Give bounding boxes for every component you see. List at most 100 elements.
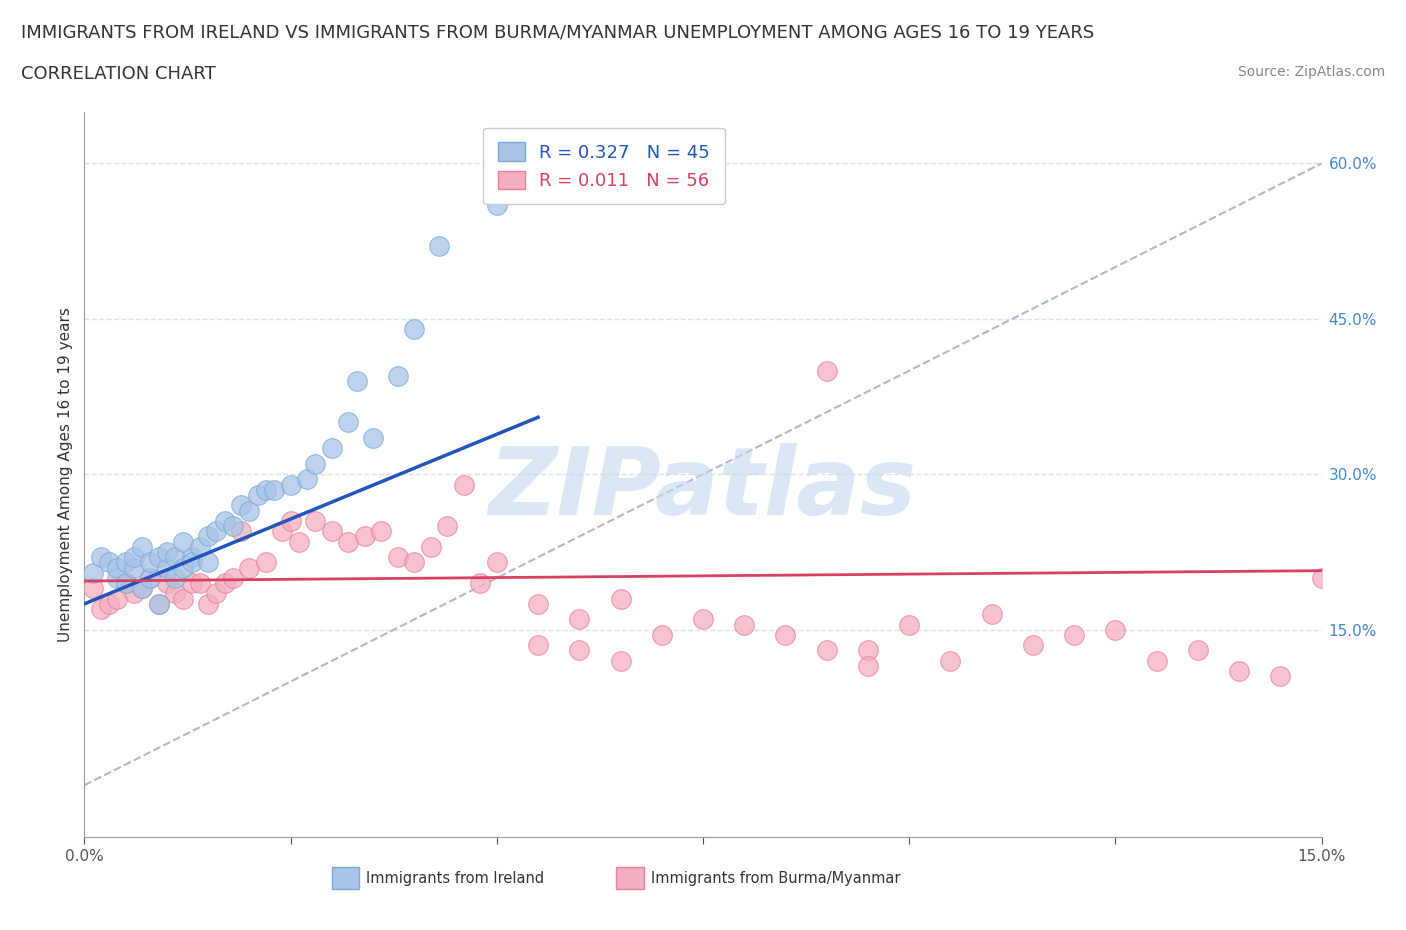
Point — [122, 560, 145, 575]
Point — [172, 534, 194, 549]
Point — [361, 431, 384, 445]
Point — [856, 658, 879, 673]
Point — [856, 643, 879, 658]
Point — [188, 576, 211, 591]
Point — [238, 503, 260, 518]
Point — [131, 581, 153, 596]
Point — [188, 539, 211, 554]
Point — [172, 591, 194, 606]
Point — [214, 576, 236, 591]
Text: Source: ZipAtlas.com: Source: ZipAtlas.com — [1237, 65, 1385, 79]
Text: ZIPatlas: ZIPatlas — [489, 443, 917, 535]
Point — [527, 596, 550, 611]
Point — [105, 560, 128, 575]
Point — [165, 570, 187, 585]
Point — [370, 524, 392, 538]
Point — [139, 570, 162, 585]
Point — [238, 560, 260, 575]
Point — [156, 545, 179, 560]
Point — [387, 368, 409, 383]
Point — [122, 586, 145, 601]
Point — [427, 239, 450, 254]
Point — [180, 550, 202, 565]
Point — [304, 457, 326, 472]
Point — [114, 576, 136, 591]
Point — [180, 576, 202, 591]
Text: CORRELATION CHART: CORRELATION CHART — [21, 65, 217, 83]
Point — [815, 364, 838, 379]
Point — [337, 534, 360, 549]
Point — [898, 618, 921, 632]
Point — [148, 596, 170, 611]
Point — [205, 524, 228, 538]
Point — [254, 555, 277, 570]
Point — [90, 550, 112, 565]
Y-axis label: Unemployment Among Ages 16 to 19 years: Unemployment Among Ages 16 to 19 years — [58, 307, 73, 642]
Point — [485, 555, 508, 570]
Point — [156, 560, 179, 575]
Point — [222, 519, 245, 534]
Point — [980, 606, 1002, 621]
Text: Immigrants from Ireland: Immigrants from Ireland — [367, 870, 544, 886]
Point — [353, 529, 375, 544]
Point — [288, 534, 311, 549]
Point — [304, 513, 326, 528]
Point — [295, 472, 318, 487]
Point — [139, 570, 162, 585]
Point — [98, 596, 121, 611]
Point — [939, 654, 962, 669]
Point — [733, 618, 755, 632]
Point — [263, 483, 285, 498]
Point — [387, 550, 409, 565]
Point — [105, 570, 128, 585]
Point — [156, 576, 179, 591]
Point — [197, 529, 219, 544]
Legend: R = 0.327   N = 45, R = 0.011   N = 56: R = 0.327 N = 45, R = 0.011 N = 56 — [484, 128, 724, 205]
Bar — [616, 868, 644, 889]
Point — [148, 550, 170, 565]
Point — [229, 524, 252, 538]
Point — [609, 591, 631, 606]
Point — [775, 628, 797, 643]
Point — [568, 643, 591, 658]
Bar — [332, 868, 359, 889]
Point — [222, 570, 245, 585]
Point — [321, 524, 343, 538]
Text: IMMIGRANTS FROM IRELAND VS IMMIGRANTS FROM BURMA/MYANMAR UNEMPLOYMENT AMONG AGES: IMMIGRANTS FROM IRELAND VS IMMIGRANTS FR… — [21, 23, 1094, 41]
Point — [404, 555, 426, 570]
Point — [82, 581, 104, 596]
Point — [254, 483, 277, 498]
Point — [1063, 628, 1085, 643]
Point — [114, 555, 136, 570]
Point — [1227, 664, 1250, 679]
Point — [197, 596, 219, 611]
Point — [337, 415, 360, 430]
Point — [815, 643, 838, 658]
Point — [180, 555, 202, 570]
Point — [1104, 622, 1126, 637]
Point — [1270, 669, 1292, 684]
Point — [404, 322, 426, 337]
Point — [197, 555, 219, 570]
Point — [271, 524, 294, 538]
Point — [246, 487, 269, 502]
Point — [131, 539, 153, 554]
Point — [98, 555, 121, 570]
Point — [165, 550, 187, 565]
Point — [214, 513, 236, 528]
Point — [280, 477, 302, 492]
Point — [470, 576, 492, 591]
Point — [131, 581, 153, 596]
Point — [90, 602, 112, 617]
Point — [229, 498, 252, 512]
Point — [436, 519, 458, 534]
Point — [139, 555, 162, 570]
Point — [346, 374, 368, 389]
Point — [1187, 643, 1209, 658]
Point — [165, 586, 187, 601]
Point — [122, 550, 145, 565]
Point — [692, 612, 714, 627]
Point — [280, 513, 302, 528]
Point — [651, 628, 673, 643]
Point — [609, 654, 631, 669]
